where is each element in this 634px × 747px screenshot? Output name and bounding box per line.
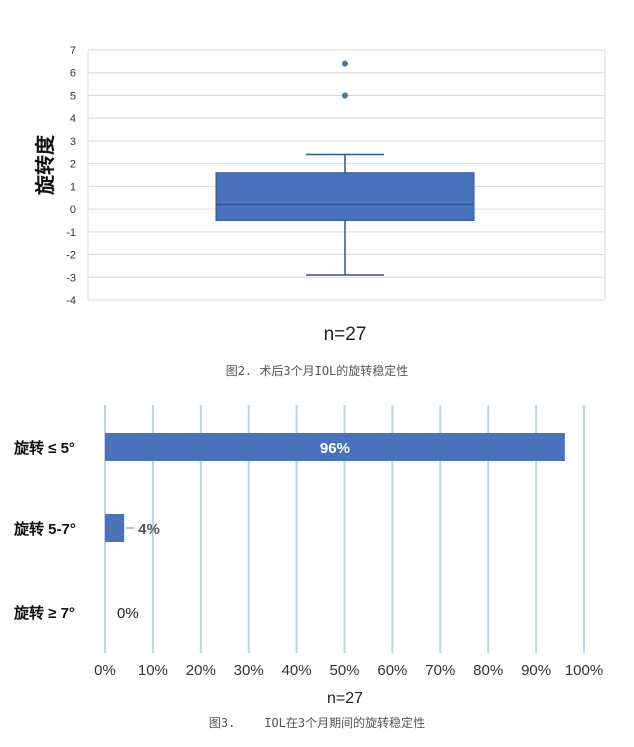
bar-x-tick-label: 10% bbox=[138, 662, 168, 679]
box-plot-marks bbox=[215, 60, 475, 276]
bar bbox=[105, 433, 565, 461]
box-y-tick-label: 1 bbox=[70, 181, 76, 193]
bar-x-tick-label: 70% bbox=[425, 662, 455, 679]
rotation-bar-chart: 0% 10% 20% 30% 40% 50% 60% 70% 80% 90% 100% 旋转 ≤ 5… bbox=[13, 405, 603, 707]
bar-x-tick-label: 20% bbox=[186, 662, 216, 679]
bar-x-axis-label: n=27 bbox=[327, 690, 363, 707]
bar-x-tick-label: 90% bbox=[521, 662, 551, 679]
rotation-boxplot: -4 -3 -2 -1 0 1 2 3 4 5 6 7 旋转度 n=27 bbox=[33, 45, 606, 345]
bar-x-tick-label: 60% bbox=[377, 662, 407, 679]
iqr-box bbox=[215, 172, 475, 221]
bar-value-label: 96% bbox=[320, 440, 350, 457]
bar-category-label: 旋转 5-7° bbox=[13, 520, 76, 538]
bar-marks: 96% 4% 0% bbox=[105, 433, 565, 622]
bar-value-label: 4% bbox=[138, 521, 160, 538]
outlier-point bbox=[342, 92, 348, 99]
bar-x-tick-label: 30% bbox=[234, 662, 264, 679]
bar-category-label: 旋转 ≤ 5° bbox=[13, 439, 75, 457]
box-y-tick-label: 0 bbox=[70, 204, 76, 216]
bar-x-tick-label: 50% bbox=[329, 662, 359, 679]
bar-x-tick-label: 40% bbox=[282, 662, 312, 679]
bar-x-tick-labels: 0% 10% 20% 30% 40% 50% 60% 70% 80% 90% 100% bbox=[94, 662, 603, 679]
box-y-tick-label: -4 bbox=[66, 295, 76, 307]
bar-value-label: 0% bbox=[117, 605, 139, 622]
box-y-tick-label: 3 bbox=[70, 136, 76, 148]
bar bbox=[105, 514, 125, 542]
outlier-point bbox=[342, 60, 348, 67]
box-y-tick-label: 2 bbox=[70, 159, 76, 171]
bar-x-tick-label: 80% bbox=[473, 662, 503, 679]
box-y-axis-label: 旋转度 bbox=[33, 134, 57, 196]
box-y-tick-label: 5 bbox=[70, 90, 76, 102]
box-y-tick-label: -3 bbox=[66, 272, 76, 284]
box-y-tick-label: -1 bbox=[66, 227, 76, 239]
bar-x-tick-label: 100% bbox=[565, 662, 603, 679]
box-y-tick-label: 7 bbox=[70, 45, 76, 57]
bar-category-labels: 旋转 ≤ 5° 旋转 5-7° 旋转 ≥ 7° bbox=[13, 439, 76, 622]
box-y-tick-label: 6 bbox=[70, 68, 76, 80]
bar-x-tick-label: 0% bbox=[94, 662, 116, 679]
figure-3-caption: 图3. IOL在3个月期间的旋转稳定性 bbox=[208, 716, 426, 730]
bar-category-label: 旋转 ≥ 7° bbox=[13, 604, 75, 622]
figure-2-caption: 图2. 术后3个月IOL的旋转稳定性 bbox=[225, 364, 409, 378]
box-y-tick-label: 4 bbox=[70, 113, 76, 125]
box-y-tick-labels: -4 -3 -2 -1 0 1 2 3 4 5 6 7 bbox=[66, 45, 76, 307]
box-x-axis-label: n=27 bbox=[324, 324, 367, 345]
box-y-tick-label: -2 bbox=[66, 250, 76, 262]
